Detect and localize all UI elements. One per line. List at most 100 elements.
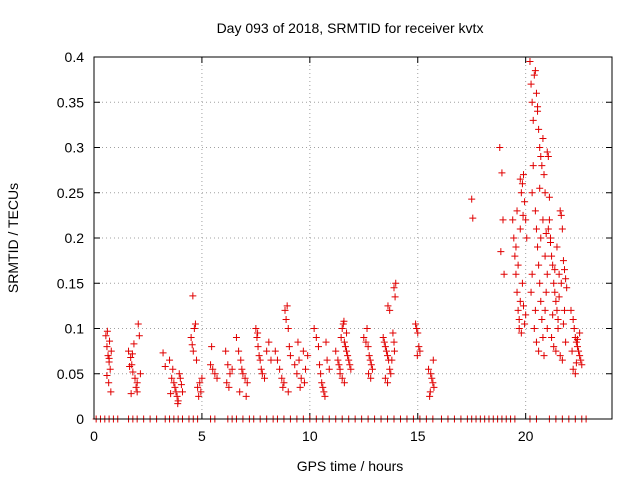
data-point — [521, 320, 529, 328]
data-point — [541, 306, 549, 314]
data-point — [334, 356, 342, 364]
data-point — [529, 162, 537, 170]
x-tick-label: 20 — [518, 428, 534, 444]
data-point — [364, 343, 372, 351]
data-point — [102, 332, 110, 340]
data-point — [390, 347, 398, 355]
data-point — [572, 359, 580, 367]
data-point — [295, 356, 303, 364]
data-point — [542, 229, 550, 237]
data-point — [576, 329, 584, 337]
data-point — [516, 297, 524, 305]
y-tick-label: 0.25 — [57, 185, 84, 201]
data-point — [426, 392, 434, 400]
data-point — [105, 379, 113, 387]
data-point — [429, 356, 437, 364]
data-point — [539, 334, 547, 342]
data-point — [317, 370, 325, 378]
data-point — [189, 292, 197, 300]
data-point — [577, 356, 585, 364]
data-point — [545, 193, 553, 201]
data-point — [528, 189, 536, 197]
data-point — [561, 266, 569, 274]
data-point — [171, 383, 179, 391]
data-point — [567, 306, 575, 314]
y-tick-label: 0.2 — [65, 230, 85, 246]
data-point — [283, 302, 291, 310]
data-point — [541, 189, 549, 197]
data-point — [252, 325, 260, 332]
data-point — [534, 103, 542, 111]
data-point — [166, 356, 174, 364]
data-point — [323, 356, 331, 364]
y-tick-label: 0.15 — [57, 275, 84, 291]
y-axis-label: SRMTID / TECUs — [5, 183, 21, 293]
data-point — [570, 325, 578, 332]
data-point — [236, 388, 244, 396]
data-point — [536, 279, 544, 287]
data-point — [563, 284, 571, 292]
data-point — [429, 379, 437, 387]
plot-frame — [93, 56, 613, 420]
data-point — [293, 370, 301, 378]
data-point — [133, 388, 141, 396]
data-point — [497, 248, 505, 256]
data-point — [190, 325, 198, 332]
data-point — [535, 347, 543, 355]
data-point — [224, 361, 232, 369]
data-point — [528, 270, 536, 278]
data-point — [573, 335, 581, 343]
data-point — [539, 134, 547, 142]
data-point — [103, 327, 111, 335]
data-point — [390, 284, 398, 292]
data-point — [576, 352, 584, 360]
data-point — [130, 340, 138, 348]
data-point — [265, 338, 273, 346]
data-point — [556, 352, 564, 360]
data-point — [178, 388, 186, 396]
data-point — [514, 306, 522, 314]
y-tick-label: 0.1 — [65, 321, 85, 337]
data-point — [548, 334, 556, 342]
data-point — [413, 352, 421, 360]
data-point — [276, 365, 284, 373]
data-point — [425, 365, 433, 373]
data-point — [136, 370, 144, 378]
data-point — [534, 243, 542, 251]
data-point — [127, 390, 135, 398]
data-point — [517, 189, 525, 197]
data-point — [294, 338, 302, 346]
data-point — [384, 302, 392, 310]
data-point — [384, 379, 392, 387]
data-point — [388, 356, 396, 364]
data-point — [285, 343, 293, 351]
data-point — [365, 370, 373, 378]
data-point — [170, 379, 178, 387]
data-point — [414, 329, 422, 337]
data-point — [340, 338, 348, 346]
data-point — [346, 361, 354, 369]
data-point — [209, 365, 217, 373]
data-point — [106, 365, 114, 373]
data-point — [527, 80, 535, 88]
data-point — [531, 67, 539, 75]
data-point — [499, 216, 507, 224]
data-point — [194, 383, 202, 391]
data-point — [223, 379, 231, 387]
data-point — [189, 347, 197, 355]
data-point — [558, 225, 566, 233]
data-point — [382, 347, 390, 355]
data-point — [386, 365, 394, 373]
data-point — [254, 343, 262, 351]
data-point — [391, 293, 399, 301]
data-point — [538, 315, 546, 323]
data-point — [125, 347, 133, 355]
data-point — [379, 334, 387, 342]
data-point — [510, 234, 518, 242]
data-point — [169, 365, 177, 373]
data-point — [106, 337, 114, 345]
data-point — [568, 347, 576, 355]
data-point — [549, 261, 557, 269]
data-point — [522, 216, 530, 224]
data-point — [415, 343, 423, 351]
